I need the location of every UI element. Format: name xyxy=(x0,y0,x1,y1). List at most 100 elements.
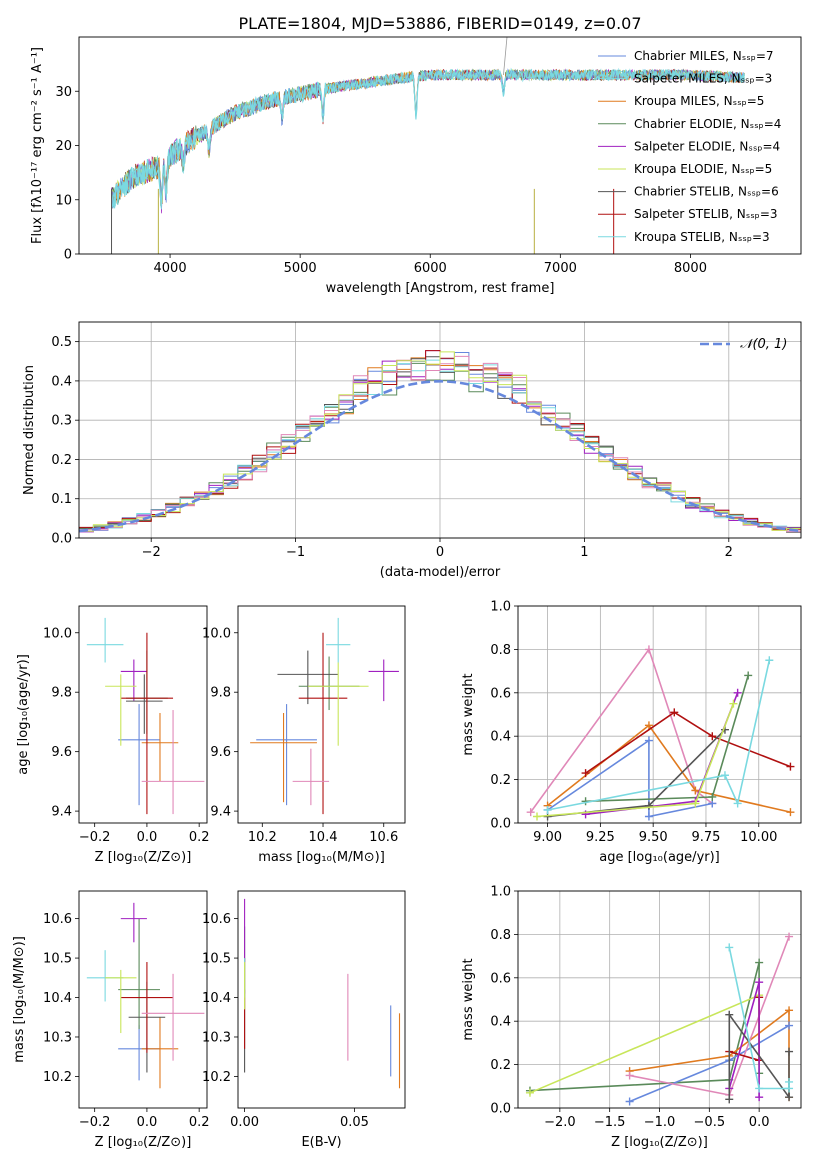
weight-marker xyxy=(786,808,795,817)
spectrum-spike-line xyxy=(503,37,508,76)
y-axis-label: Normed distribution xyxy=(22,365,37,495)
mass-vs-z-axes: −0.2 0.0 0.2 10.2 10.3 10.4 10.5 10.6 Z [log₁₀(Z… xyxy=(12,890,210,1150)
y-tick-label: 10.4 xyxy=(202,991,231,1006)
legend-label: Salpeter MILES, Nₛₛₚ=3 xyxy=(634,72,772,86)
weight-series-line xyxy=(526,645,717,817)
x-tick-label: 0.2 xyxy=(189,1115,210,1130)
y-axis-label: mass [log₁₀(M/M⊙)] xyxy=(12,936,27,1063)
errorbar-points xyxy=(86,617,205,815)
weight-marker xyxy=(581,769,590,778)
x-tick-label: 0.0 xyxy=(137,830,158,845)
axes-frame xyxy=(78,890,208,1109)
legend-label: Kroupa STELIB, Nₛₛₚ=3 xyxy=(634,230,770,244)
y-tick-label: 0.0 xyxy=(490,817,511,832)
x-tick-label: 10.6 xyxy=(369,830,398,845)
spectrum-lines xyxy=(110,37,746,254)
x-axis-label: wavelength [Angstrom, rest frame] xyxy=(326,281,555,296)
y-tick-label: 9.6 xyxy=(51,745,72,760)
errorbar-point xyxy=(277,650,339,705)
x-tick-label: 10.00 xyxy=(740,830,777,845)
legend-label: 𝒩(0, 1) xyxy=(740,337,787,352)
errorbar-point xyxy=(326,617,351,663)
y-tick-label: 0.6 xyxy=(490,971,511,986)
y-tick-label: 9.8 xyxy=(51,686,72,701)
x-tick-label: 9.75 xyxy=(691,830,720,845)
weight-marker xyxy=(765,656,774,665)
weight-marker xyxy=(785,1093,794,1102)
y-tick-label: 10.0 xyxy=(43,626,72,641)
y-tick-label: 10.0 xyxy=(202,626,231,641)
weight-series xyxy=(525,932,794,1106)
x-tick-label: 10.4 xyxy=(309,830,338,845)
errorbar-points xyxy=(244,898,401,1089)
normal-reference-curve xyxy=(79,379,801,533)
y-tick-label: 0.4 xyxy=(490,1015,511,1030)
y-axis-label: mass weight xyxy=(461,673,476,755)
weight-marker xyxy=(708,792,717,801)
weight-series-line xyxy=(725,943,794,1093)
y-tick-label: 10.5 xyxy=(202,952,231,967)
y-axis-label: mass weight xyxy=(461,958,476,1040)
x-tick-label: −0.5 xyxy=(694,1115,726,1130)
legend-label: Salpeter STELIB, Nₛₛₚ=3 xyxy=(634,207,778,221)
x-tick-label: 5000 xyxy=(284,261,317,276)
y-tick-label: 0.1 xyxy=(51,492,72,507)
errorbar-point xyxy=(141,710,205,815)
x-tick-label: −1.5 xyxy=(594,1115,626,1130)
x-tick-label: 7000 xyxy=(544,261,577,276)
x-axis-label: (data-model)/error xyxy=(380,565,501,580)
legend-label: Salpeter ELODIE, Nₛₛₚ=4 xyxy=(634,139,780,153)
x-tick-label: −0.2 xyxy=(79,830,111,845)
y-tick-label: 10.3 xyxy=(43,1030,72,1045)
weight-marker xyxy=(755,1084,764,1093)
weight-series-line xyxy=(543,721,795,817)
weight-marker xyxy=(625,1071,634,1080)
y-tick-label: 0.0 xyxy=(490,1102,511,1117)
x-tick-label: 0.00 xyxy=(230,1115,259,1130)
weight-marker xyxy=(744,671,753,680)
legend-label: Chabrier ELODIE, Nₛₛₚ=4 xyxy=(634,117,781,131)
x-axis-label: age [log₁₀(age/yr)] xyxy=(599,850,720,865)
y-tick-label: 0.4 xyxy=(51,374,72,389)
weight-marker xyxy=(644,801,653,810)
y-tick-label: 10.5 xyxy=(43,952,72,967)
y-tick-label: 0 xyxy=(64,248,72,263)
weight-marker xyxy=(785,1077,794,1086)
y-axis-label: age [log₁₀(age/yr)] xyxy=(16,654,31,775)
weight-polyline xyxy=(585,711,791,774)
weight-marker xyxy=(729,699,738,708)
age-vs-z-axes: −0.2 0.0 0.2 9.4 9.6 9.8 10.0 Z [log₁₀(Z/Z⊙)] ag… xyxy=(16,605,210,865)
weight-marker xyxy=(670,708,679,717)
x-tick-label: 1 xyxy=(580,545,588,560)
weight-series xyxy=(526,645,795,821)
weight-polyline xyxy=(530,647,713,813)
axes-frame xyxy=(517,605,802,824)
weight-polyline xyxy=(585,675,749,803)
weight-marker xyxy=(785,1047,794,1056)
errorbar-point xyxy=(250,713,317,803)
weight-marker xyxy=(786,762,795,771)
weight-series-line xyxy=(581,708,795,778)
y-tick-label: 9.8 xyxy=(210,686,231,701)
weight-marker xyxy=(733,799,742,808)
weight-series-line xyxy=(581,671,753,806)
axes-frame xyxy=(78,36,802,255)
errorbar-point xyxy=(141,1017,179,1089)
axes-frame xyxy=(78,605,208,824)
weight-polyline xyxy=(728,981,760,1098)
histogram-series-step xyxy=(79,351,801,534)
errorbar-point xyxy=(120,962,174,1053)
x-tick-label: 0 xyxy=(436,545,444,560)
weight-marker xyxy=(525,1088,534,1097)
y-tick-label: 20 xyxy=(55,139,72,154)
y-tick-label: 0.8 xyxy=(490,643,511,658)
weight-marker xyxy=(543,805,552,814)
y-tick-label: 1.0 xyxy=(490,885,511,900)
y-tick-label: 0.2 xyxy=(490,1058,511,1073)
weight-series-line xyxy=(525,991,764,1097)
weight-marker xyxy=(755,978,764,987)
legend-label: Kroupa ELODIE, Nₛₛₚ=5 xyxy=(634,162,772,176)
y-tick-label: 0.6 xyxy=(490,686,511,701)
y-tick-label: 0.0 xyxy=(51,532,72,547)
y-tick-label: 30 xyxy=(55,85,72,100)
